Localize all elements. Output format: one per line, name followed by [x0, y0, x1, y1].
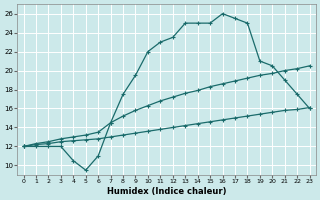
X-axis label: Humidex (Indice chaleur): Humidex (Indice chaleur): [107, 187, 226, 196]
